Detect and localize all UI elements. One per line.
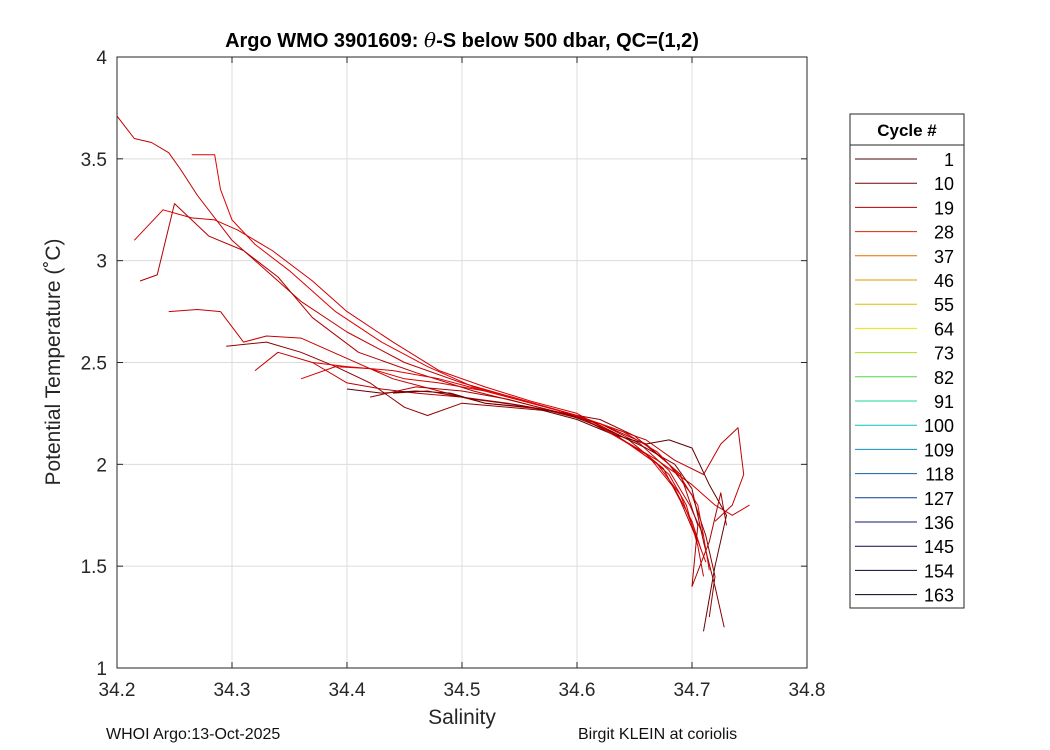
- legend-label: 19: [934, 198, 954, 218]
- legend-label: 100: [924, 416, 954, 436]
- y-tick-label: 1: [96, 659, 107, 680]
- legend-label: 163: [924, 586, 954, 606]
- legend-label: 46: [934, 271, 954, 291]
- x-tick-label: 34.3: [214, 680, 251, 701]
- y-tick-label: 2.5: [81, 354, 107, 375]
- series-line-profile-k: [392, 390, 725, 628]
- series-line-profile-d: [191, 154, 707, 563]
- legend-label: 1: [944, 150, 954, 170]
- y-tick-label: 3.5: [81, 150, 107, 171]
- legend-label: 109: [924, 440, 954, 460]
- legend-label: 127: [924, 489, 954, 509]
- x-tick-label: 34.4: [329, 680, 366, 701]
- legend-label: 37: [934, 247, 954, 267]
- title-theta: θ: [424, 28, 436, 52]
- legend-label: 136: [924, 513, 954, 533]
- series-line-profile-l: [312, 362, 710, 571]
- legend-label: 118: [925, 465, 954, 485]
- legend-label: 82: [934, 368, 954, 388]
- x-tick-label: 34.6: [559, 680, 596, 701]
- y-tick-label: 3: [96, 252, 107, 273]
- x-tick-label: 34.5: [444, 680, 481, 701]
- legend-title: Cycle #: [877, 121, 937, 140]
- legend-label: 73: [934, 344, 954, 364]
- title-suffix: -S below 500 dbar, QC=(1,2): [436, 30, 699, 52]
- data-layer: [116, 115, 750, 632]
- legend: Cycle # 1 10 19 28 37 46 55 64 73 82 91 100 109 118 12…: [849, 113, 965, 609]
- legend-label: 145: [924, 537, 954, 557]
- y-tick-label: 4: [96, 48, 107, 69]
- series-line-profile-e: [168, 309, 704, 536]
- x-tick-label: 34.2: [99, 680, 136, 701]
- legend-label: 64: [934, 319, 954, 339]
- legend-label: 91: [934, 392, 954, 412]
- legend-label: 154: [924, 561, 954, 581]
- footer-right-text: Birgit KLEIN at coriolis: [578, 726, 738, 743]
- legend-label: 10: [934, 174, 954, 194]
- y-axis-label: Potential Temperature (˚C): [42, 238, 65, 485]
- y-tick-label: 2: [96, 455, 107, 476]
- series-line-profile-j: [369, 386, 727, 587]
- legend-label: 55: [934, 295, 954, 315]
- series-line-profile-c: [139, 203, 699, 542]
- y-tick-label: 1.5: [81, 557, 107, 578]
- series-line-profile-f: [226, 341, 716, 618]
- title-prefix: Argo WMO 3901609:: [225, 30, 424, 52]
- legend-entries: 1 10 19 28 37 46 55 64 73 82 91 100 109 118 127 136 145 1…: [855, 150, 954, 606]
- x-tick-label: 34.7: [674, 680, 711, 701]
- x-axis-label: Salinity: [428, 706, 496, 729]
- legend-label: 28: [934, 223, 954, 243]
- x-tick-label: 34.8: [789, 680, 826, 701]
- grid-layer: [117, 57, 807, 668]
- legend-box: [849, 113, 965, 609]
- series-line-profile-a: [116, 115, 704, 577]
- chart-title: Argo WMO 3901609: θ-S below 500 dbar, QC…: [225, 28, 699, 52]
- series-line-profile-h: [346, 388, 727, 632]
- series-line-profile-g: [254, 351, 745, 522]
- tick-layer: 34.2 34.3 34.4 34.5 34.6 34.7 34.8 1 1.5 2 2.5 3 3.5…: [81, 48, 826, 701]
- footer-left-text: WHOI Argo:13-Oct-2025: [106, 726, 281, 743]
- series-line-profile-b: [133, 209, 702, 551]
